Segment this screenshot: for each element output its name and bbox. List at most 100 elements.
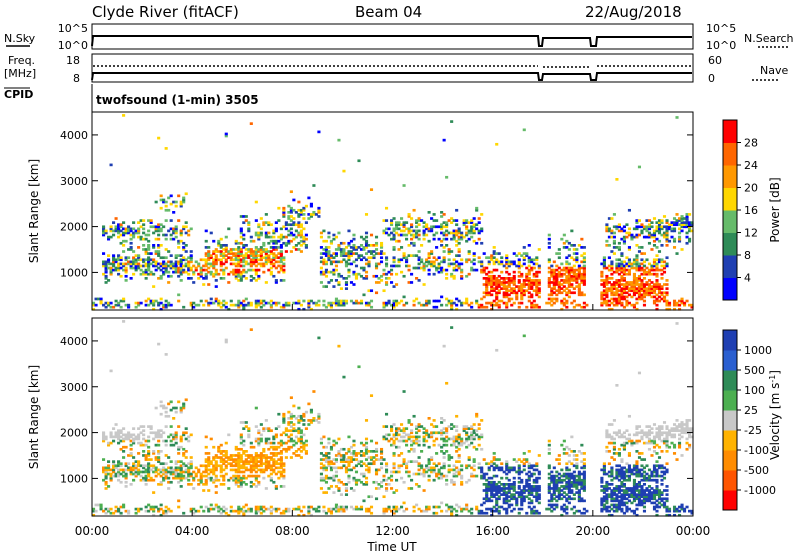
power-cell <box>410 237 414 241</box>
power-cell <box>685 231 689 235</box>
power-cell <box>374 262 379 266</box>
power-cell <box>219 268 223 272</box>
power-cell <box>555 299 559 303</box>
power-cell <box>655 266 659 270</box>
power-cell <box>142 258 146 262</box>
power-cell <box>327 235 331 239</box>
power-cell <box>437 262 441 266</box>
velocity-cell <box>104 476 108 480</box>
power-cell <box>630 237 634 241</box>
power-cell <box>167 270 171 274</box>
power-cell <box>134 266 138 270</box>
velocity-cell <box>522 462 526 466</box>
power-cell <box>400 270 404 274</box>
power-cell <box>565 287 569 290</box>
velocity-cell <box>530 466 534 470</box>
velocity-cell <box>432 511 436 515</box>
power-cell <box>432 299 436 303</box>
power-cell <box>352 272 356 276</box>
power-cell <box>490 285 494 288</box>
power-cell <box>132 258 136 262</box>
power-cell <box>177 246 181 249</box>
power-cell <box>642 235 647 239</box>
velocity-cell <box>212 468 216 472</box>
velocity-cell <box>142 429 146 433</box>
power-cell <box>615 258 619 262</box>
power-cell <box>129 262 133 266</box>
velocity-cell <box>547 483 551 486</box>
velocity-cell <box>164 425 168 428</box>
velocity-cell <box>137 427 141 430</box>
power-cell <box>204 260 208 264</box>
power-cell <box>309 202 313 206</box>
power-cell <box>485 281 489 284</box>
cpid-value: twofsound (1-min) 3505 <box>96 93 259 107</box>
power-cell <box>179 272 183 276</box>
velocity-cell <box>139 425 143 428</box>
power-cell <box>652 301 657 305</box>
velocity-cell <box>299 419 303 422</box>
velocity-cell <box>184 468 188 472</box>
power-cell <box>495 303 499 307</box>
power-cell <box>277 219 281 222</box>
power-cell <box>204 268 208 272</box>
power-cell <box>142 227 146 231</box>
velocity-cell <box>249 456 253 459</box>
power-cell <box>239 250 243 253</box>
velocity-cell <box>239 447 243 451</box>
velocity-cell <box>167 507 171 511</box>
power-cell <box>652 283 657 286</box>
velocity-cell <box>410 435 414 439</box>
power-cell <box>397 221 401 224</box>
velocity-cell <box>425 505 429 509</box>
velocity-cell <box>172 468 176 472</box>
velocity-cell <box>219 483 223 486</box>
power-cell <box>615 268 619 272</box>
power-cell <box>537 279 541 282</box>
power-cell <box>249 303 253 307</box>
velocity-cell <box>292 439 296 443</box>
power-cell <box>237 270 241 274</box>
freq-panel <box>91 53 694 83</box>
power-cell <box>402 254 406 257</box>
power-cell <box>630 283 634 286</box>
power-cell <box>324 268 328 272</box>
power-cell <box>507 272 511 276</box>
power-cell <box>184 225 188 229</box>
power-cell <box>482 270 486 274</box>
nave-tick-bottom: 0 <box>708 72 715 85</box>
power-cell <box>227 272 231 276</box>
power-cell <box>262 241 266 245</box>
power-cell <box>395 299 399 303</box>
power-cell <box>530 283 534 286</box>
velocity-cell <box>327 460 331 463</box>
velocity-cell <box>467 427 471 430</box>
power-cell <box>640 297 644 301</box>
power-cell <box>472 258 476 262</box>
power-cell <box>262 303 266 307</box>
velocity-cell <box>202 464 206 468</box>
velocity-cell <box>349 452 354 455</box>
power-cell <box>582 301 586 305</box>
power-cell <box>332 256 336 260</box>
power-cell <box>620 260 624 264</box>
power-cell <box>149 219 153 222</box>
power-cell <box>254 200 258 204</box>
power-cell <box>92 301 96 305</box>
power-cell <box>525 289 529 293</box>
velocity-cell <box>199 505 203 509</box>
power-cell <box>184 250 188 253</box>
velocity-cell <box>480 503 484 507</box>
velocity-cell <box>232 468 236 472</box>
power-cell <box>352 260 356 264</box>
velocity-cell <box>472 445 476 449</box>
power-cell <box>622 277 626 280</box>
power-cell <box>412 208 416 212</box>
power-cell <box>622 239 626 243</box>
power-cell <box>455 239 459 243</box>
power-cell <box>109 301 113 305</box>
power-cell <box>635 233 639 237</box>
power-cell <box>602 262 606 266</box>
power-cell <box>389 272 394 276</box>
power-cell <box>162 272 166 276</box>
